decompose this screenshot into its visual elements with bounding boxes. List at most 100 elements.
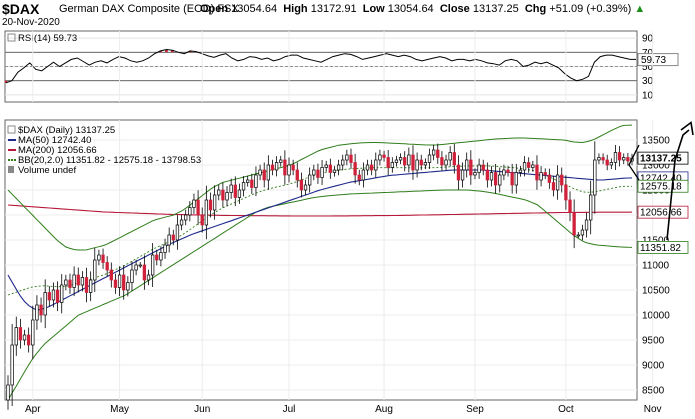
- candle-body: [444, 159, 448, 166]
- candle-body: [617, 152, 622, 161]
- price-value-tag-box: [637, 205, 689, 219]
- candle-body: [320, 167, 324, 178]
- annotation-arrow-head-icon: [680, 121, 694, 136]
- candle-body: [155, 254, 159, 261]
- candle-body: [150, 254, 155, 276]
- candle-body: [179, 219, 184, 226]
- candle-body: [299, 179, 304, 191]
- candle-body: [279, 159, 283, 163]
- candle-body: [113, 279, 118, 288]
- price-value-tag: 11351.82: [637, 241, 689, 254]
- candle-body: [254, 174, 258, 188]
- candle-body: [47, 292, 51, 301]
- price-legend-label: MA(200) 12056.66: [18, 145, 97, 156]
- x-tick-label: Jun: [194, 404, 210, 415]
- candle-body: [105, 262, 109, 271]
- price-tick-label: 8500: [642, 386, 665, 397]
- candlestick-series: [6, 141, 634, 410]
- candle-body: [386, 157, 390, 168]
- candle-body: [80, 277, 85, 286]
- price-value-tag-box: [637, 179, 689, 193]
- x-tick-label: Oct: [558, 404, 574, 415]
- candle-body: [593, 159, 597, 196]
- candle-body: [55, 289, 60, 303]
- candle-body: [336, 164, 341, 171]
- candle-body: [130, 269, 134, 283]
- candle-body: [134, 264, 138, 271]
- price-value-tag-text: 12742.40: [640, 173, 682, 184]
- candle-body: [184, 214, 188, 221]
- candle-body: [626, 157, 630, 162]
- bb-upper-line: [7, 124, 633, 251]
- price-legend-label: MA(50) 12742.40: [18, 135, 91, 146]
- price-tick-label: 11000: [642, 261, 670, 272]
- price-tick-label: 9500: [642, 336, 665, 347]
- candle-body: [353, 162, 357, 176]
- candle-body: [568, 199, 572, 213]
- candle-body: [171, 234, 175, 241]
- price-legend-label: $DAX (Daily) 13137.25: [18, 125, 115, 136]
- candle-body: [316, 169, 320, 178]
- price-legend-item: BB(20,2.0) 11351.82 - 12575.18 - 13798.5…: [8, 155, 201, 166]
- candle-body: [477, 164, 481, 173]
- rsi-value-tag-text: 59.73: [641, 55, 666, 66]
- candle-body: [18, 327, 23, 341]
- chart-header: $DAX German DAX Composite (EOD) FSX 20-N…: [0, 0, 695, 30]
- low-label: Low: [362, 3, 385, 15]
- change-value: +51.09 (+0.39%): [549, 3, 632, 15]
- candle-body: [229, 184, 233, 193]
- rsi-tick-label: 50: [642, 62, 654, 73]
- candle-body: [547, 174, 552, 183]
- x-tick-label: Apr: [25, 404, 41, 415]
- candle-body: [560, 174, 564, 186]
- candle-body: [328, 164, 332, 173]
- candle-body: [597, 157, 601, 161]
- x-tick-label: Aug: [375, 404, 393, 415]
- candle-body: [308, 174, 312, 186]
- candle-body: [192, 199, 196, 208]
- rsi-value-tag: 59.73: [637, 53, 679, 67]
- price-tick-label: 13000: [642, 161, 670, 172]
- candle-body: [10, 344, 14, 386]
- x-tick-label: Jul: [283, 404, 296, 415]
- candle-body: [208, 199, 213, 211]
- high-value: 13172.91: [310, 3, 357, 15]
- rsi-tick-label: 90: [642, 34, 654, 45]
- candle-body: [489, 172, 494, 181]
- candle-body: [217, 189, 221, 196]
- open-value: 13054.64: [231, 3, 278, 15]
- candle-body: [365, 164, 370, 171]
- candle-body: [378, 154, 382, 161]
- candle-body: [237, 189, 242, 198]
- candle-body: [456, 164, 461, 181]
- candle-body: [196, 199, 200, 216]
- candle-body: [498, 174, 502, 186]
- candle-body: [415, 159, 419, 171]
- candle-body: [126, 282, 130, 291]
- candle-body: [175, 224, 180, 241]
- date-label: 20-Nov-2020: [2, 17, 60, 28]
- candle-body: [6, 384, 10, 401]
- candle-body: [613, 152, 618, 163]
- candle-body: [31, 319, 35, 346]
- candle-body: [212, 194, 217, 211]
- price-tick-label: 10000: [642, 311, 670, 322]
- candle-body: [531, 164, 535, 168]
- ohlc-readout: Open 13054.64 High 13172.91 Low 13054.64…: [200, 3, 645, 15]
- candle-body: [576, 234, 580, 237]
- candle-body: [51, 289, 56, 301]
- candle-body: [188, 207, 192, 216]
- rsi-value-tag-box: [637, 53, 679, 67]
- candle-body: [390, 162, 394, 168]
- candle-body: [382, 154, 386, 158]
- candle-body: [469, 159, 473, 176]
- candle-body: [39, 304, 43, 316]
- price-tick-label: 9000: [642, 361, 665, 372]
- candle-body: [436, 149, 440, 158]
- candle-body: [522, 162, 527, 171]
- candle-body: [374, 159, 378, 171]
- candle-body: [43, 292, 47, 316]
- x-tick-label: May: [110, 404, 129, 415]
- candle-body: [204, 199, 209, 226]
- candle-body: [60, 284, 64, 303]
